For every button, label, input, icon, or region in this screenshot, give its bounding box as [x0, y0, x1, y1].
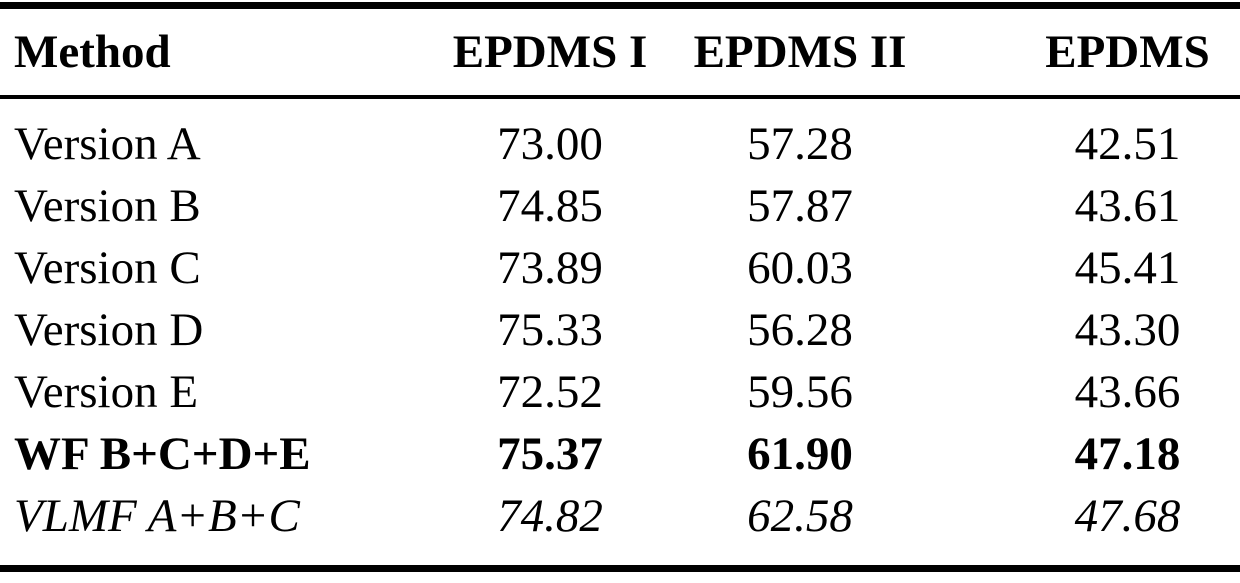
- results-table: Method EPDMS I EPDMS II EPDMS Version A …: [0, 2, 1240, 572]
- value-cell: 47.18: [1074, 427, 1181, 480]
- method-cell: VLMF A+B+C: [14, 489, 300, 542]
- method-cell: Version B: [14, 179, 201, 232]
- table-row-best: WF B+C+D+E 75.37 61.90 47.18: [0, 423, 1240, 485]
- value-cell: 42.51: [1074, 117, 1181, 170]
- header-row: Method EPDMS I EPDMS II EPDMS: [0, 5, 1240, 99]
- table-row: Version C 73.89 60.03 45.41: [0, 237, 1240, 299]
- value-cell: 75.33: [497, 303, 603, 356]
- method-cell: Version E: [14, 365, 199, 418]
- value-cell: 59.56: [747, 365, 853, 418]
- method-cell: Version D: [14, 303, 204, 356]
- table-row: Version B 74.85 57.87 43.61: [0, 175, 1240, 237]
- value-cell: 72.52: [497, 365, 603, 418]
- value-cell: 57.87: [747, 179, 853, 232]
- value-cell: 43.30: [1074, 303, 1181, 356]
- value-cell: 73.89: [497, 241, 603, 294]
- table-row-vlmf: VLMF A+B+C 74.82 62.58 47.68: [0, 485, 1240, 569]
- value-cell: 56.28: [747, 303, 853, 356]
- value-cell: 45.41: [1074, 241, 1181, 294]
- value-cell: 74.85: [497, 179, 603, 232]
- header-epdms: EPDMS: [925, 5, 1240, 99]
- table-body: Version A 73.00 57.28 42.51 Version B 74…: [0, 97, 1240, 569]
- table-row: Version A 73.00 57.28 42.51: [0, 97, 1240, 175]
- table-row: Version D 75.33 56.28 43.30: [0, 299, 1240, 361]
- value-cell: 74.82: [497, 489, 603, 542]
- table-row: Version E 72.52 59.56 43.66: [0, 361, 1240, 423]
- value-cell: 73.00: [497, 117, 603, 170]
- value-cell: 75.37: [497, 427, 603, 480]
- value-cell: 62.58: [747, 489, 853, 542]
- value-cell: 43.66: [1074, 365, 1181, 418]
- method-cell: Version C: [14, 241, 201, 294]
- value-cell: 43.61: [1074, 179, 1181, 232]
- header-epdms-ii: EPDMS II: [675, 5, 925, 99]
- value-cell: 60.03: [747, 241, 853, 294]
- header-epdms-i: EPDMS I: [425, 5, 675, 99]
- method-cell: Version A: [14, 117, 201, 170]
- value-cell: 57.28: [747, 117, 853, 170]
- value-cell: 61.90: [747, 427, 853, 480]
- value-cell: 47.68: [1074, 489, 1181, 542]
- header-method: Method: [0, 5, 425, 99]
- method-cell: WF B+C+D+E: [14, 427, 311, 480]
- table-header: Method EPDMS I EPDMS II EPDMS: [0, 5, 1240, 99]
